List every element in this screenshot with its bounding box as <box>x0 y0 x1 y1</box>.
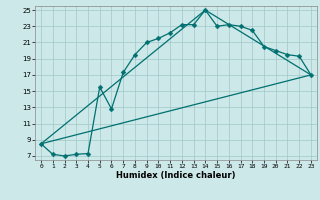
X-axis label: Humidex (Indice chaleur): Humidex (Indice chaleur) <box>116 171 236 180</box>
